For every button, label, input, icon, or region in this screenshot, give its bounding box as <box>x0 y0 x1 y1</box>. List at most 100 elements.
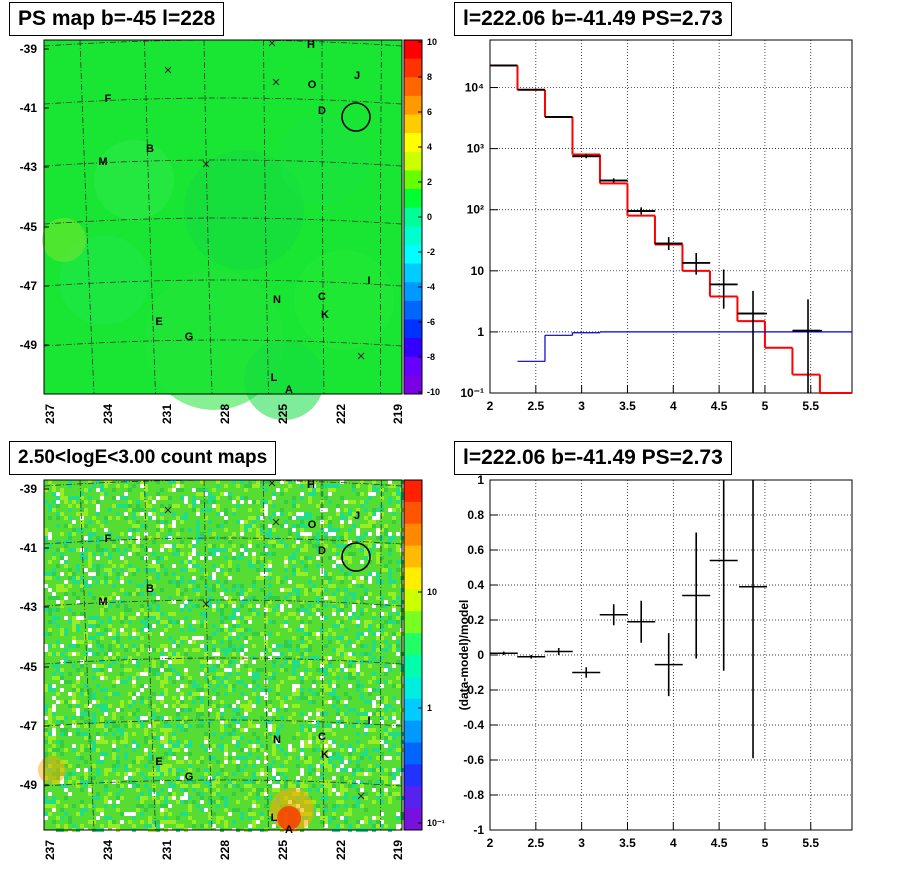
count-pixel <box>324 588 328 592</box>
count-pixel <box>140 724 144 728</box>
count-pixel <box>268 676 272 680</box>
count-pixel <box>120 576 124 580</box>
count-pixel <box>272 752 276 756</box>
count-pixel <box>160 764 164 768</box>
count-pixel <box>248 780 252 784</box>
count-pixel <box>320 764 324 768</box>
residual-y-tick: -0.4 <box>463 718 484 732</box>
count-pixel <box>104 600 108 604</box>
count-pixel <box>384 824 388 828</box>
count-pixel <box>204 808 208 812</box>
count-pixel <box>352 784 356 788</box>
count-pixel <box>68 792 72 796</box>
count-pixel <box>300 628 304 632</box>
count-pixel <box>280 540 284 544</box>
count-pixel <box>132 732 136 736</box>
colorbar-segment <box>404 263 422 283</box>
count-pixel <box>44 816 48 820</box>
count-pixel <box>300 496 304 500</box>
count-pixel <box>220 612 224 616</box>
count-pixel <box>236 808 240 812</box>
count-pixel <box>164 808 168 812</box>
count-pixel <box>188 740 192 744</box>
count-pixel <box>328 752 332 756</box>
count-pixel <box>176 480 180 484</box>
count-pixel <box>392 644 396 648</box>
count-pixel <box>88 704 92 708</box>
count-pixel <box>340 644 344 648</box>
count-pixel <box>252 748 256 752</box>
count-pixel <box>48 516 52 520</box>
count-pixel <box>72 776 76 780</box>
count-pixel <box>368 664 372 668</box>
count-pixel <box>264 708 268 712</box>
count-pixel <box>176 688 180 692</box>
count-pixel <box>48 812 52 816</box>
count-pixel <box>344 644 348 648</box>
count-pixel <box>172 772 176 776</box>
count-pixel <box>144 748 148 752</box>
count-pixel <box>112 804 116 808</box>
count-pixel <box>104 628 108 632</box>
count-pixel <box>268 816 272 820</box>
count-pixel <box>240 596 244 600</box>
count-pixel <box>304 548 308 552</box>
count-pixel <box>320 616 324 620</box>
count-pixel <box>336 652 340 656</box>
count-pixel <box>272 660 276 664</box>
count-pixel <box>356 632 360 636</box>
count-pixel <box>116 724 120 728</box>
count-pixel <box>304 716 308 720</box>
count-pixel <box>136 716 140 720</box>
count-pixel <box>96 740 100 744</box>
count-pixel <box>360 716 364 720</box>
count-pixel <box>108 532 112 536</box>
count-pixel <box>256 700 260 704</box>
count-pixel <box>276 728 280 732</box>
count-pixel <box>376 488 380 492</box>
count-pixel <box>240 632 244 636</box>
count-pixel <box>124 632 128 636</box>
count-pixel <box>316 712 320 716</box>
count-pixel <box>44 804 48 808</box>
count-pixel <box>64 632 68 636</box>
count-pixel <box>148 724 152 728</box>
count-pixel <box>240 736 244 740</box>
count-pixel <box>364 712 368 716</box>
count-pixel <box>284 776 288 780</box>
count-pixel <box>60 632 64 636</box>
count-pixel <box>272 544 276 548</box>
count-pixel <box>288 644 292 648</box>
target-circle <box>341 542 371 572</box>
count-pixel <box>188 796 192 800</box>
count-pixel <box>216 744 220 748</box>
count-pixel <box>248 596 252 600</box>
count-pixel <box>256 724 260 728</box>
count-pixel <box>328 640 332 644</box>
count-pixel <box>76 512 80 516</box>
count-pixel <box>200 696 204 700</box>
count-pixel <box>212 688 216 692</box>
count-pixel <box>84 548 88 552</box>
count-pixel <box>296 704 300 708</box>
count-pixel <box>172 484 176 488</box>
count-pixel <box>208 492 212 496</box>
count-pixel <box>88 536 92 540</box>
count-pixel <box>360 780 364 784</box>
map-label-e: E <box>155 316 162 328</box>
count-pixel <box>268 600 272 604</box>
count-pixel <box>348 544 352 548</box>
count-pixel <box>352 656 356 660</box>
count-pixel <box>156 672 160 676</box>
count-pixel <box>84 720 88 724</box>
count-pixel <box>160 656 164 660</box>
count-pixel <box>184 716 188 720</box>
count-pixel <box>160 780 164 784</box>
count-pixel <box>256 796 260 800</box>
count-pixel <box>96 672 100 676</box>
map-grid-line <box>43 339 403 347</box>
count-pixel <box>280 668 284 672</box>
count-pixel <box>292 664 296 668</box>
count-pixel <box>340 760 344 764</box>
count-pixel <box>80 800 84 804</box>
